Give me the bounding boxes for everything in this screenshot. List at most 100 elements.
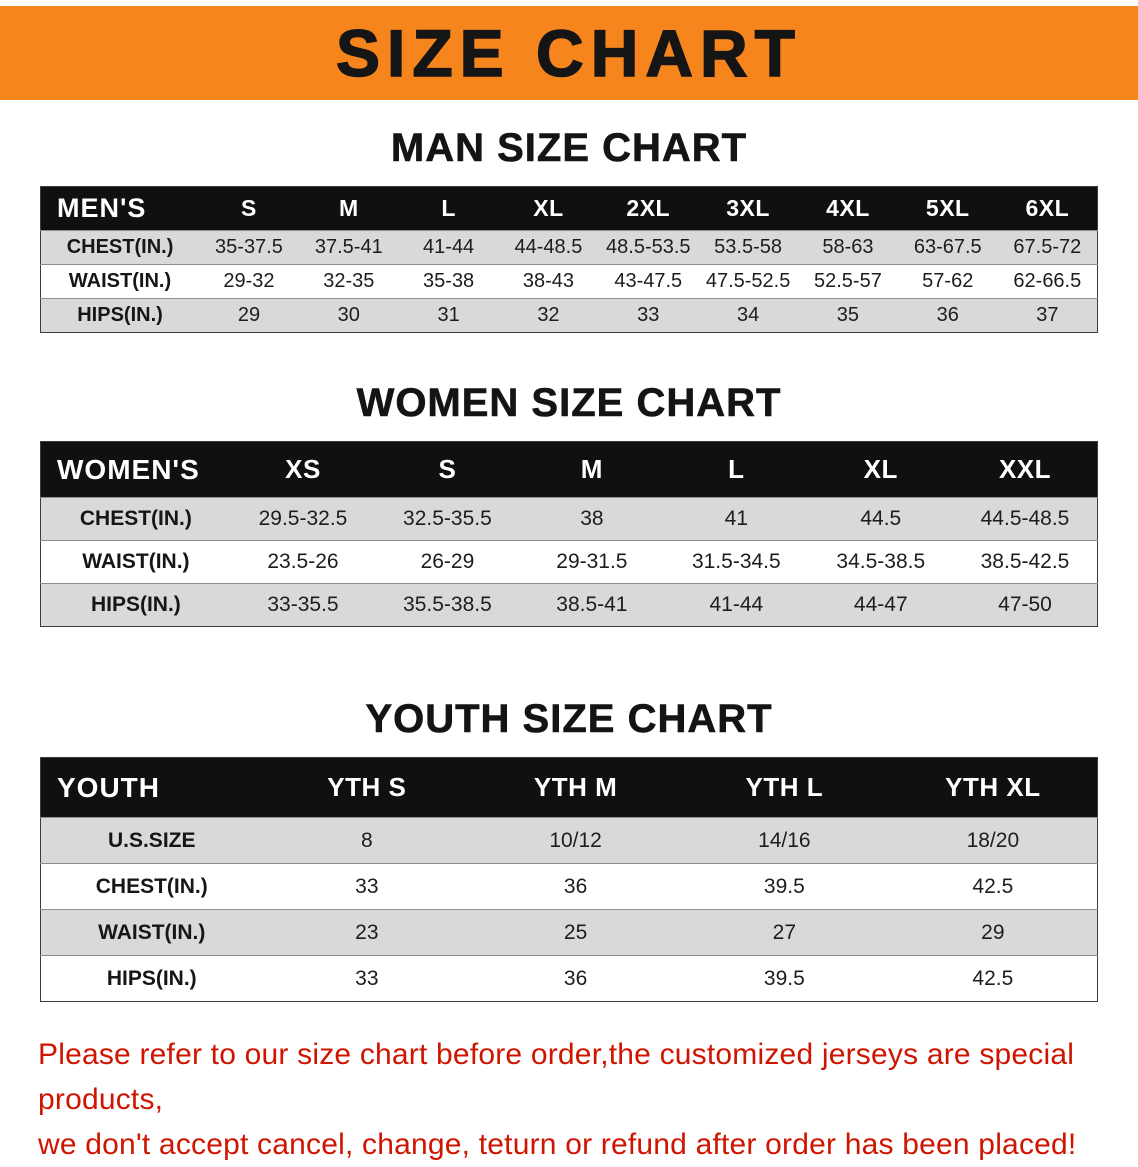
measurement-row: CHEST(IN.) 29.5-32.5 32.5-35.5 38 41 44.5 44.5… xyxy=(40,497,1098,541)
measurement-value-cell: 35-38 xyxy=(398,264,499,299)
measurement-value-cell: 26-29 xyxy=(375,540,520,584)
measurement-row: HIPS(IN.) 29 30 31 32 33 34 35 36 37 xyxy=(40,298,1098,333)
size-column-header: M xyxy=(519,441,665,498)
measurement-value-cell: 37 xyxy=(997,298,1098,333)
measurement-value-cell: 35-37.5 xyxy=(199,230,299,265)
measurement-row: CHEST(IN.) 35-37.5 37.5-41 41-44 44-48.5 48.5… xyxy=(40,230,1098,265)
size-column-header: XS xyxy=(230,441,376,498)
size-column-header: YTH XL xyxy=(888,757,1098,818)
measurement-value-cell: 18/20 xyxy=(888,817,1098,864)
size-table-header-row: YOUTH YTH S YTH M YTH L YTH XL xyxy=(40,757,1098,818)
measurement-value-cell: 10/12 xyxy=(471,817,680,864)
measurement-value-cell: 41-44 xyxy=(664,583,809,627)
measurement-value-cell: 23.5-26 xyxy=(230,540,376,584)
measurement-value-cell: 42.5 xyxy=(888,955,1098,1002)
measurement-value-cell: 67.5-72 xyxy=(997,230,1098,265)
page-title: SIZE CHART xyxy=(335,15,802,91)
measurement-value-cell: 32 xyxy=(498,298,599,333)
measurement-row: HIPS(IN.) 33-35.5 35.5-38.5 38.5-41 41-44 44-… xyxy=(40,583,1098,627)
measurement-value-cell: 32-35 xyxy=(298,264,399,299)
measurement-label-cell: WAIST(IN.) xyxy=(40,264,200,299)
size-column-header: 5XL xyxy=(897,186,998,231)
measurement-value-cell: 34 xyxy=(698,298,799,333)
measurement-label-cell: HIPS(IN.) xyxy=(40,583,231,627)
size-column-header: S xyxy=(375,441,520,498)
size-table-header-row: MEN'S S M L XL 2XL 3XL 4XL 5XL 6XL xyxy=(40,186,1098,231)
table-name-cell: YOUTH xyxy=(40,757,263,818)
women-size-section: WOMEN SIZE CHART WOMEN'S XS S M L XL XXL CHEST(… xyxy=(0,379,1138,627)
measurement-value-cell: 29-32 xyxy=(199,264,299,299)
measurement-value-cell: 29.5-32.5 xyxy=(230,497,376,541)
footer-line-2: we don't accept cancel, change, teturn o… xyxy=(38,1128,1077,1161)
footer-line-1: Please refer to our size chart before or… xyxy=(38,1038,1075,1116)
measurement-value-cell: 35.5-38.5 xyxy=(375,583,520,627)
size-column-header: 3XL xyxy=(698,186,799,231)
men-size-table: MEN'S S M L XL 2XL 3XL 4XL 5XL 6XL CHEST(IN.) 35-37… xyxy=(40,186,1098,333)
youth-size-section: YOUTH SIZE CHART YOUTH YTH S YTH M YTH L YTH… xyxy=(0,695,1138,1002)
youth-section-title: YOUTH SIZE CHART xyxy=(365,697,773,742)
measurement-value-cell: 52.5-57 xyxy=(798,264,898,299)
measurement-row: CHEST(IN.) 33 36 39.5 42.5 xyxy=(40,863,1098,910)
measurement-row: WAIST(IN.) 23.5-26 26-29 29-31.5 31.5-34.5 34… xyxy=(40,540,1098,584)
measurement-value-cell: 32.5-35.5 xyxy=(375,497,520,541)
size-column-header: L xyxy=(664,441,809,498)
size-column-header: YTH S xyxy=(262,757,472,818)
size-column-header: XXL xyxy=(953,441,1098,498)
measurement-value-cell: 62-66.5 xyxy=(997,264,1098,299)
measurement-value-cell: 33 xyxy=(262,863,472,910)
measurement-value-cell: 33 xyxy=(262,955,472,1002)
measurement-value-cell: 36 xyxy=(897,298,998,333)
measurement-value-cell: 30 xyxy=(298,298,399,333)
measurement-value-cell: 57-62 xyxy=(897,264,998,299)
measurement-value-cell: 33-35.5 xyxy=(230,583,376,627)
banner: SIZE CHART xyxy=(0,6,1138,100)
measurement-value-cell: 37.5-41 xyxy=(298,230,399,265)
measurement-value-cell: 29-31.5 xyxy=(519,540,665,584)
measurement-row: HIPS(IN.) 33 36 39.5 42.5 xyxy=(40,955,1098,1002)
measurement-value-cell: 42.5 xyxy=(888,863,1098,910)
measurement-value-cell: 34.5-38.5 xyxy=(808,540,954,584)
measurement-row: WAIST(IN.) 23 25 27 29 xyxy=(40,909,1098,956)
measurement-value-cell: 38 xyxy=(519,497,665,541)
size-column-header: M xyxy=(298,186,399,231)
measurement-value-cell: 38.5-41 xyxy=(519,583,665,627)
size-column-header: XL xyxy=(808,441,954,498)
size-column-header: 6XL xyxy=(997,186,1098,231)
measurement-value-cell: 63-67.5 xyxy=(897,230,998,265)
size-column-header: XL xyxy=(498,186,599,231)
measurement-value-cell: 58-63 xyxy=(798,230,898,265)
measurement-label-cell: CHEST(IN.) xyxy=(40,497,231,541)
size-column-header: L xyxy=(398,186,499,231)
measurement-value-cell: 27 xyxy=(679,909,889,956)
measurement-value-cell: 47-50 xyxy=(953,583,1098,627)
measurement-label-cell: CHEST(IN.) xyxy=(40,863,263,910)
table-name-cell: WOMEN'S xyxy=(40,441,231,498)
measurement-value-cell: 31 xyxy=(398,298,499,333)
table-name-cell: MEN'S xyxy=(40,186,200,231)
measurement-value-cell: 29 xyxy=(199,298,299,333)
measurement-label-cell: HIPS(IN.) xyxy=(40,298,200,333)
measurement-value-cell: 31.5-34.5 xyxy=(664,540,809,584)
measurement-value-cell: 39.5 xyxy=(679,863,889,910)
measurement-label-cell: WAIST(IN.) xyxy=(40,909,263,956)
measurement-row: U.S.SIZE 8 10/12 14/16 18/20 xyxy=(40,817,1098,864)
measurement-value-cell: 29 xyxy=(888,909,1098,956)
size-column-header: YTH M xyxy=(471,757,680,818)
size-column-header: S xyxy=(199,186,299,231)
measurement-row: WAIST(IN.) 29-32 32-35 35-38 38-43 43-47.5 47.… xyxy=(40,264,1098,299)
measurement-value-cell: 23 xyxy=(262,909,472,956)
measurement-value-cell: 35 xyxy=(798,298,898,333)
measurement-value-cell: 36 xyxy=(471,863,680,910)
measurement-label-cell: HIPS(IN.) xyxy=(40,955,263,1002)
measurement-value-cell: 48.5-53.5 xyxy=(598,230,699,265)
measurement-label-cell: WAIST(IN.) xyxy=(40,540,231,584)
measurement-value-cell: 38.5-42.5 xyxy=(953,540,1098,584)
measurement-value-cell: 33 xyxy=(598,298,699,333)
youth-size-table: YOUTH YTH S YTH M YTH L YTH XL U.S.SIZE 8 10/12… xyxy=(40,757,1098,1002)
measurement-label-cell: U.S.SIZE xyxy=(40,817,263,864)
measurement-value-cell: 38-43 xyxy=(498,264,599,299)
measurement-value-cell: 43-47.5 xyxy=(598,264,699,299)
size-table-header-row: WOMEN'S XS S M L XL XXL xyxy=(40,441,1098,498)
women-size-table: WOMEN'S XS S M L XL XXL CHEST(IN.) 29.5-32.5 32.5… xyxy=(40,441,1098,627)
measurement-value-cell: 44.5-48.5 xyxy=(953,497,1098,541)
